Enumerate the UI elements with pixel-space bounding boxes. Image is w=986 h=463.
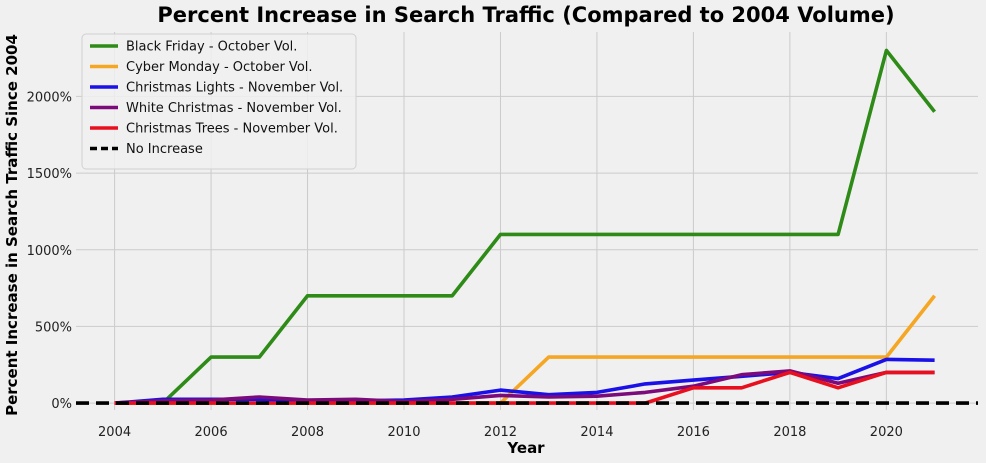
axis-ticks: 2004 2006 2008 2010 2012 2014 2016 2018 2020 0% 50…: [27, 90, 903, 440]
series-line-1: [114, 294, 937, 405]
x-tick-label: 2014: [580, 425, 613, 440]
chart-title: Percent Increase in Search Traffic (Comp…: [157, 3, 894, 27]
x-tick-label: 2020: [870, 425, 903, 440]
y-axis-label: Percent Increase in Search Traffic Since…: [3, 34, 21, 416]
x-tick-label: 2012: [484, 425, 517, 440]
legend-label: No Increase: [126, 142, 203, 157]
legend-label: Black Friday - October Vol.: [126, 40, 297, 55]
y-tick-label: 500%: [35, 320, 72, 335]
x-axis-label: Year: [506, 439, 545, 457]
x-tick-label: 2008: [291, 425, 324, 440]
y-tick-label: 1500%: [27, 167, 72, 182]
series-line-0: [114, 48, 937, 405]
y-tick-label: 0%: [51, 397, 72, 412]
legend-label: White Christmas - November Vol.: [126, 101, 342, 116]
legend-label: Christmas Lights - November Vol.: [126, 81, 343, 96]
y-tick-label: 1000%: [27, 244, 72, 259]
x-tick-label: 2018: [773, 425, 806, 440]
y-tick-label: 2000%: [27, 90, 72, 105]
legend-label: Cyber Monday - October Vol.: [126, 60, 313, 75]
series-line-3: [114, 369, 935, 405]
x-tick-label: 2006: [195, 425, 228, 440]
x-tick-label: 2010: [387, 425, 420, 440]
legend-box: [81, 33, 357, 170]
x-tick-label: 2004: [98, 425, 131, 440]
legend-label: Christmas Trees - November Vol.: [126, 122, 338, 137]
legend: Black Friday - October Vol. Cyber Monday …: [81, 33, 357, 170]
x-tick-label: 2016: [677, 425, 710, 440]
series-lines: [76, 48, 978, 405]
